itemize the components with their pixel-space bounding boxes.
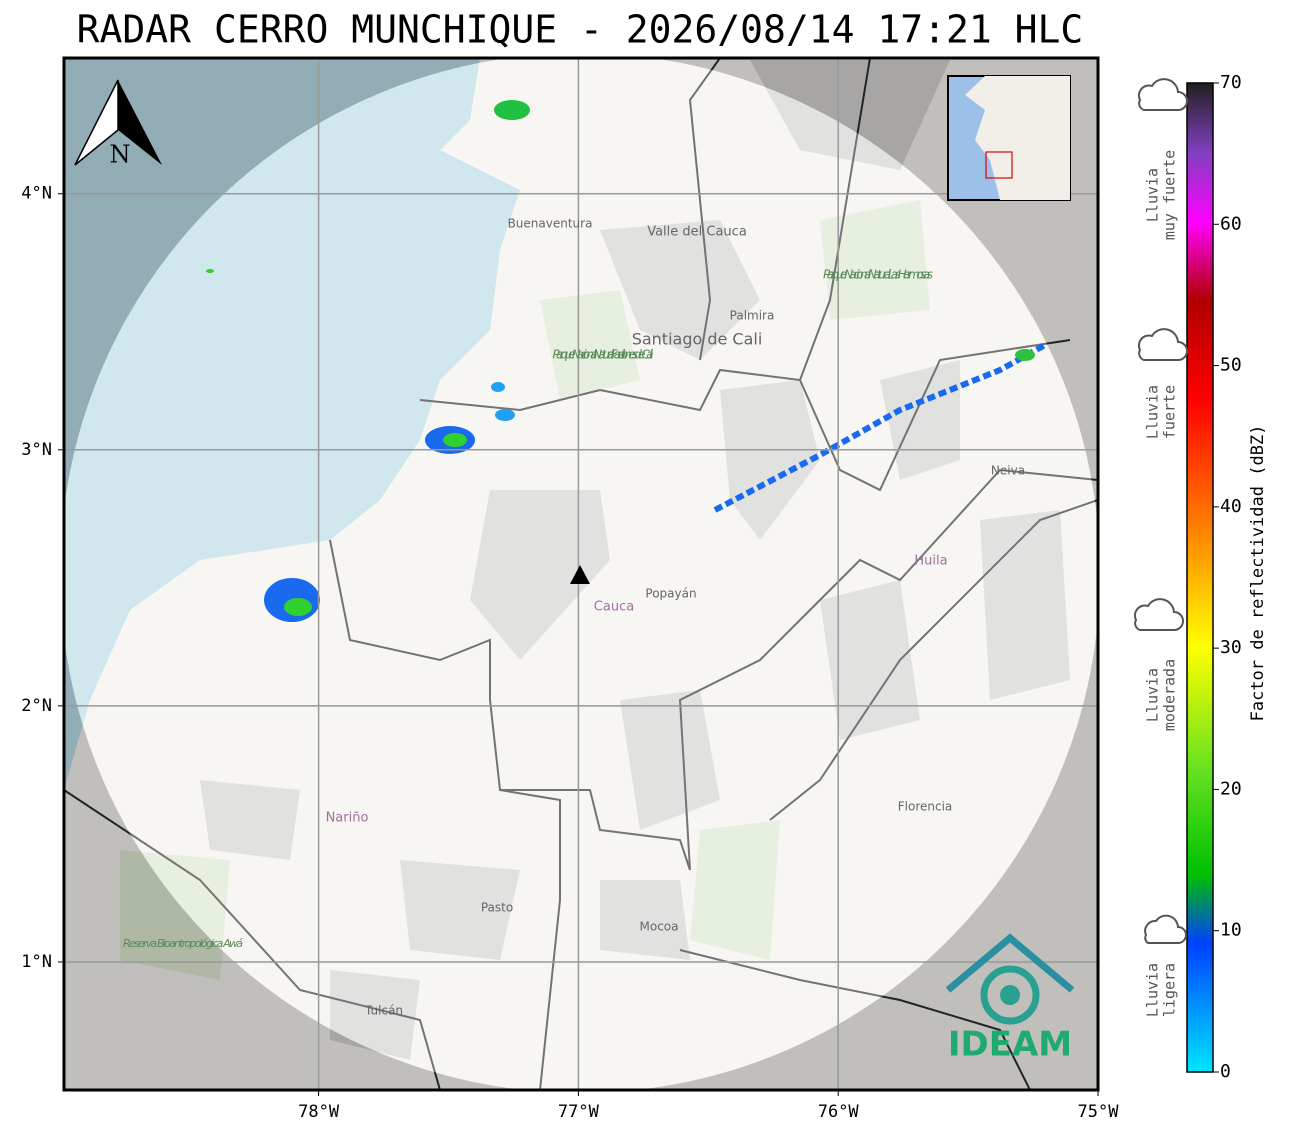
colorbar-ticks: 0 10 20 30 40 50 60 70 [1213, 72, 1242, 1082]
place-label: Pasto [481, 901, 513, 915]
y-tick-label: 3°N [21, 440, 52, 460]
place-label: Buenaventura [508, 217, 593, 231]
radar-site [570, 565, 590, 584]
place-label: Neiva [991, 464, 1025, 478]
colorbar-tick-label: 10 [1220, 920, 1242, 941]
echoes [206, 100, 1047, 622]
colorbar-tick-label: 0 [1220, 1061, 1231, 1082]
map-frame [62, 56, 1100, 1092]
colorbar-tick-label: 40 [1220, 496, 1242, 517]
place-label: Popayán [645, 587, 696, 601]
borders [64, 58, 1098, 1090]
relief [200, 60, 1070, 1060]
compass-label: N [110, 141, 131, 169]
place-label: Palmira [730, 309, 775, 323]
colorbar-tick-label: 20 [1220, 778, 1242, 799]
colorbar-tick-label: 60 [1220, 213, 1242, 234]
place-label: Cauca [594, 600, 634, 615]
ocean [64, 58, 520, 790]
rain-label: Lluvia [1144, 168, 1162, 222]
axes: 78°W 77°W 76°W 75°W 1°N 2°N 3°N 4°N [21, 184, 1119, 1122]
rain-icons [1133, 78, 1188, 944]
place-label: Parque Nacional Natural Las Hermosas [823, 268, 933, 282]
x-tick-label: 75°W [1078, 1102, 1120, 1122]
colorbar [1186, 82, 1214, 1073]
place-label: Parque Nacional Natural Farallones de Ca… [553, 348, 654, 362]
rain-label: ligera [1161, 963, 1179, 1017]
logo: IDEAM [945, 933, 1075, 1065]
colorbar-label: Factor de reflectividad (dBZ) [1248, 425, 1268, 722]
rain-label: muy fuerte [1161, 150, 1179, 240]
x-tick-label: 76°W [818, 1102, 860, 1122]
place-label: Nariño [326, 811, 369, 826]
inset-map [947, 75, 1071, 201]
x-tick-label: 78°W [298, 1102, 340, 1122]
rain-label: moderada [1161, 659, 1179, 731]
colorbar-tick-label: 50 [1220, 355, 1242, 376]
rain-label: Lluvia [1144, 668, 1162, 722]
colorbar-tick-label: 70 [1220, 72, 1242, 93]
rain-label: Lluvia [1144, 963, 1162, 1017]
place-label: Florencia [898, 800, 953, 814]
grid [64, 58, 1098, 1090]
rain-label: Lluvia [1144, 385, 1162, 439]
y-tick-label: 4°N [21, 184, 52, 204]
place-label: Mocoa [640, 920, 679, 934]
place-label: Huila [914, 554, 947, 569]
colorbar-tick-label: 30 [1220, 637, 1242, 658]
compass: N [74, 79, 162, 169]
places: Buenaventura Valle del Cauca Palmira Santia… [123, 217, 1025, 1018]
x-tick-label: 77°W [558, 1102, 600, 1122]
place-label: Tulcán [364, 1004, 403, 1018]
place-label: Valle del Cauca [647, 225, 747, 240]
place-label: Reserva Bioantropológica Awá [123, 937, 243, 950]
title: RADAR CERRO MUNCHIQUE - 2026/08/14 17:21… [77, 8, 1084, 52]
parks [120, 200, 930, 980]
y-tick-label: 2°N [21, 696, 52, 716]
place-label: Santiago de Cali [632, 330, 763, 349]
logo-text: IDEAM [948, 1025, 1072, 1065]
y-tick-label: 1°N [21, 952, 52, 972]
rain-label: fuerte [1161, 385, 1179, 439]
